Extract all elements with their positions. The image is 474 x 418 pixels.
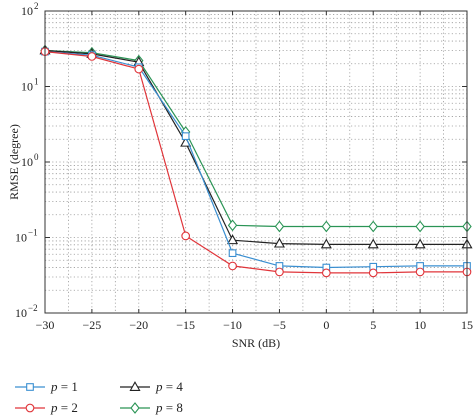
legend-entry: p = 2 — [15, 400, 78, 415]
x-tick-label: −10 — [223, 318, 242, 332]
series-line — [44, 49, 467, 228]
legend-label-var: p — [155, 400, 163, 415]
data-point — [415, 220, 425, 233]
data-point — [367, 238, 379, 249]
y-tick-label: 10 0 — [21, 152, 39, 169]
y-tick-exponent: −2 — [28, 303, 38, 313]
series-line — [44, 51, 467, 269]
data-point — [87, 52, 97, 61]
y-tick-exponent: 2 — [34, 1, 39, 11]
series-layer — [39, 44, 473, 278]
y-tick-base: 10 — [15, 231, 27, 245]
x-tick-label: −25 — [82, 318, 101, 332]
y-tick-base: 10 — [21, 80, 33, 94]
legend-label-var: p — [155, 379, 163, 394]
y-tick-label: 10 −1 — [15, 228, 38, 245]
data-point — [321, 220, 332, 233]
data-point — [275, 267, 284, 277]
y-axis-label: RMSE (degree) — [7, 124, 21, 200]
data-point — [415, 267, 425, 277]
series-line — [44, 49, 467, 245]
legend-label-value: = 8 — [163, 400, 183, 415]
data-point — [134, 64, 144, 74]
legend-entry: p = 4 — [120, 379, 183, 394]
data-point — [368, 268, 378, 278]
x-tick-label: −15 — [176, 318, 195, 332]
legend-label-value: = 4 — [163, 379, 184, 394]
x-axis-ticks: −30 −25 −20 −15 −10 −5 0 5 10 15 — [36, 11, 473, 332]
y-tick-label: 10 −2 — [15, 303, 38, 320]
y-tick-base: 10 — [15, 306, 27, 320]
y-tick-base: 10 — [21, 155, 33, 169]
data-point — [274, 220, 285, 233]
data-point — [181, 132, 190, 140]
legend-label: p = 4 — [155, 379, 183, 394]
y-tick-label: 10 1 — [21, 77, 39, 94]
legend-marker — [129, 381, 141, 391]
data-point — [273, 237, 285, 248]
data-point — [320, 238, 332, 249]
data-point — [368, 220, 378, 233]
y-tick-label: 10 2 — [21, 1, 39, 18]
x-tick-label: −20 — [129, 318, 148, 332]
y-tick-exponent: 1 — [34, 77, 39, 87]
data-point — [228, 249, 237, 258]
y-tick-exponent: −1 — [28, 228, 38, 238]
legend-marker — [26, 383, 34, 391]
legend-label-var: p — [50, 400, 58, 415]
x-tick-label: 0 — [323, 318, 329, 332]
legend-entry: p = 8 — [120, 400, 183, 415]
x-tick-label: 15 — [461, 318, 473, 332]
data-point — [228, 261, 237, 271]
legend-marker — [25, 403, 35, 413]
data-point — [227, 234, 239, 245]
legend-label: p = 8 — [155, 400, 183, 415]
legend-label-value: = 1 — [58, 379, 78, 394]
legend-label: p = 1 — [50, 379, 78, 394]
series-line — [44, 51, 467, 274]
x-tick-label: −5 — [273, 318, 286, 332]
x-tick-label: 5 — [370, 318, 376, 332]
series-p-2 — [40, 47, 472, 278]
x-tick-label: 10 — [414, 318, 426, 332]
data-point — [414, 238, 426, 249]
x-tick-label: −30 — [36, 318, 55, 332]
data-point — [181, 231, 191, 241]
data-point — [321, 268, 331, 278]
y-tick-base: 10 — [21, 4, 33, 18]
legend-label-value: = 2 — [58, 400, 78, 415]
legend-marker — [130, 402, 140, 414]
x-axis-label: SNR (dB) — [232, 336, 280, 350]
y-tick-exponent: 0 — [34, 152, 39, 162]
legend-entry: p = 1 — [15, 379, 78, 394]
legend-label-var: p — [50, 379, 58, 394]
data-point — [227, 219, 238, 232]
legend-label: p = 2 — [50, 400, 78, 415]
